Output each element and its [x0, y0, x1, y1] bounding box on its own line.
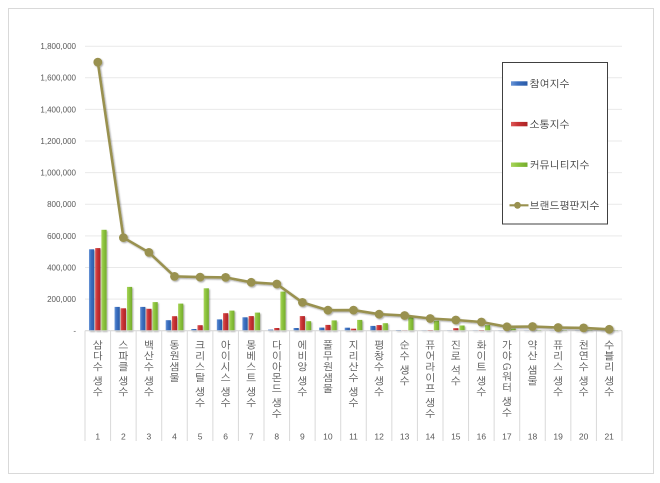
svg-text:1,800,000: 1,800,000	[40, 42, 76, 51]
svg-text:600,000: 600,000	[47, 232, 76, 241]
svg-text:7: 7	[249, 432, 254, 442]
svg-text:1,200,000: 1,200,000	[40, 137, 76, 146]
svg-text:21: 21	[604, 432, 614, 442]
svg-text:15: 15	[451, 432, 461, 442]
svg-text:1,600,000: 1,600,000	[40, 74, 76, 83]
svg-text:5: 5	[198, 432, 203, 442]
svg-text:-: -	[73, 327, 76, 336]
svg-text:9: 9	[300, 432, 305, 442]
svg-text:1: 1	[95, 432, 100, 442]
svg-text:1,000,000: 1,000,000	[40, 169, 76, 178]
svg-text:1,400,000: 1,400,000	[40, 105, 76, 114]
svg-text:16: 16	[477, 432, 487, 442]
svg-text:800,000: 800,000	[47, 200, 76, 209]
svg-text:400,000: 400,000	[47, 263, 76, 272]
svg-text:200,000: 200,000	[47, 295, 76, 304]
svg-text:6: 6	[223, 432, 228, 442]
svg-text:8: 8	[274, 432, 279, 442]
svg-text:10: 10	[323, 432, 333, 442]
svg-text:17: 17	[502, 432, 512, 442]
svg-text:4: 4	[172, 432, 177, 442]
svg-text:20: 20	[579, 432, 589, 442]
svg-text:11: 11	[349, 432, 358, 442]
svg-text:18: 18	[528, 432, 538, 442]
svg-text:12: 12	[374, 432, 384, 442]
svg-text:2: 2	[121, 432, 126, 442]
svg-text:13: 13	[400, 432, 410, 442]
svg-text:19: 19	[553, 432, 563, 442]
svg-text:14: 14	[425, 432, 435, 442]
svg-text:3: 3	[147, 432, 152, 442]
